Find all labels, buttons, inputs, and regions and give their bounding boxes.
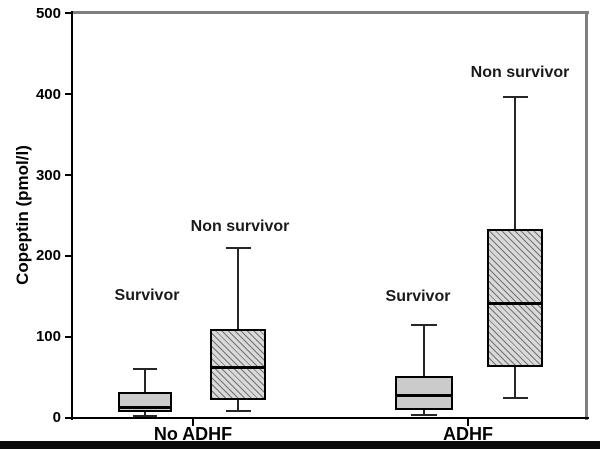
whisker-lower-adhf-survivor (423, 409, 425, 416)
whisker-cap-bottom-adhf-non-survivor (502, 397, 528, 400)
x-axis-category-label: ADHF (443, 423, 493, 444)
y-axis-tick-label: 300 (35, 166, 61, 184)
whisker-upper-adhf-survivor (423, 325, 425, 376)
whisker-lower-no-adhf-survivor (144, 412, 146, 417)
y-axis-tick (65, 254, 72, 257)
whisker-cap-top-no-adhf-survivor (133, 368, 157, 371)
annotation-label-survivor: Survivor (114, 287, 180, 304)
box-adhf-non-survivor (487, 229, 543, 367)
y-axis-tick (65, 174, 72, 177)
annotation-label-survivor: Survivor (385, 288, 451, 305)
box-adhf-survivor (395, 375, 453, 410)
x-axis-line (71, 416, 589, 419)
plot-frame-top (72, 11, 589, 14)
y-axis-tick-label: 400 (35, 85, 61, 103)
box-no-adhf-non-survivor (210, 328, 266, 400)
whisker-upper-no-adhf-survivor (144, 369, 146, 392)
annotation-label-non-survivor: Non survivor (190, 218, 290, 235)
y-axis-tick (65, 93, 72, 96)
whisker-cap-bottom-adhf-survivor (411, 414, 437, 417)
median-no-adhf-non-survivor (210, 366, 266, 370)
y-axis-tick (65, 416, 72, 419)
x-axis-category-label: No ADHF (153, 423, 233, 444)
y-axis-line (71, 11, 73, 420)
whisker-cap-top-adhf-non-survivor (502, 95, 528, 98)
y-axis-tick-label: 100 (35, 328, 61, 346)
plot-frame-right (585, 11, 588, 420)
y-axis-tick-label: 0 (52, 409, 61, 427)
y-axis-tick-label: 200 (35, 247, 61, 265)
whisker-cap-bottom-no-adhf-non-survivor (225, 410, 251, 413)
whisker-cap-bottom-no-adhf-survivor (133, 415, 157, 418)
x-axis-tick (192, 418, 194, 426)
whisker-cap-top-adhf-survivor (411, 324, 437, 327)
y-axis-tick-label: 500 (35, 4, 61, 22)
whisker-lower-no-adhf-non-survivor (237, 399, 239, 412)
x-axis-tick (467, 418, 469, 426)
whisker-cap-top-no-adhf-non-survivor (225, 246, 251, 249)
whisker-upper-adhf-non-survivor (514, 96, 516, 230)
median-adhf-non-survivor (487, 302, 543, 306)
whisker-upper-no-adhf-non-survivor (237, 247, 239, 329)
median-no-adhf-survivor (118, 406, 172, 410)
median-adhf-survivor (395, 393, 453, 397)
annotation-label-non-survivor: Non survivor (470, 64, 570, 81)
bottom-border-bar (0, 441, 600, 449)
y-axis-tick (65, 335, 72, 338)
y-axis-tick (65, 12, 72, 15)
whisker-lower-adhf-non-survivor (514, 366, 516, 399)
